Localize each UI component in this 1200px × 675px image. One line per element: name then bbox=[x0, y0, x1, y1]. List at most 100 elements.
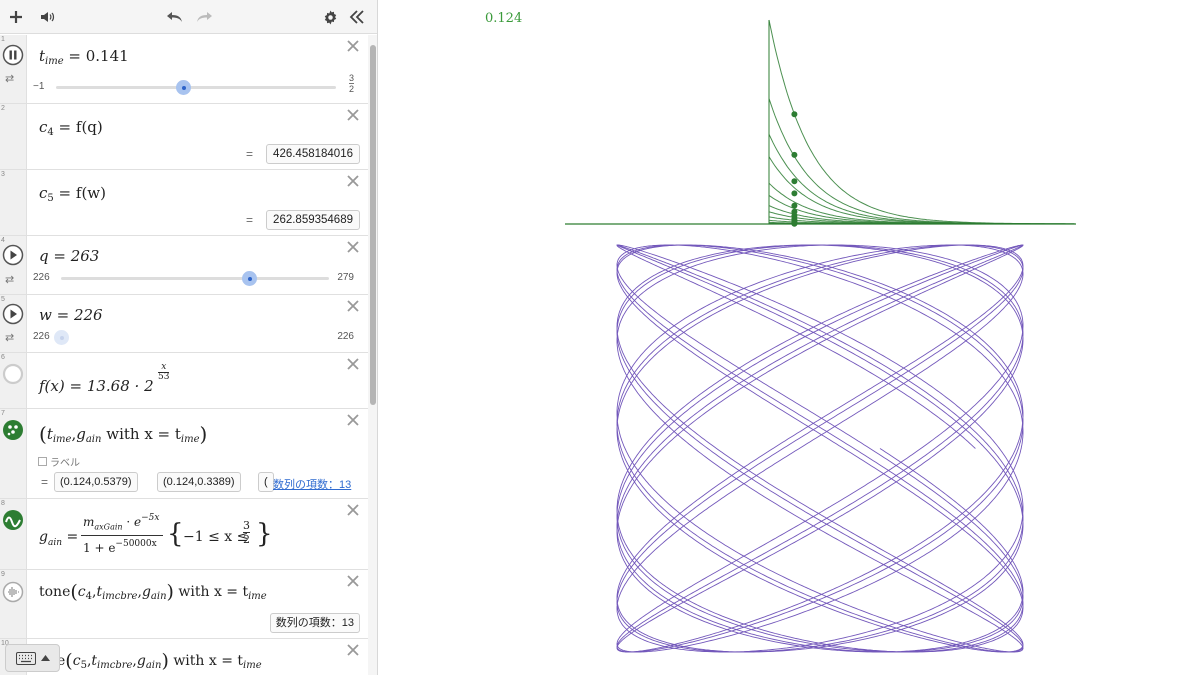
plus-icon[interactable] bbox=[6, 4, 26, 30]
slider-track[interactable] bbox=[61, 277, 329, 280]
close-icon[interactable] bbox=[346, 299, 360, 313]
play-icon[interactable] bbox=[2, 303, 24, 325]
exponent-numerator: x bbox=[161, 362, 167, 372]
expression-row[interactable]: 1 ⇄ time = 0.141 −1 3 2 bbox=[0, 35, 368, 104]
close-icon[interactable] bbox=[346, 413, 360, 427]
variable-subscript: ime bbox=[45, 56, 64, 67]
loop-icon[interactable]: ⇄ bbox=[5, 273, 15, 286]
hidden-graph-icon[interactable] bbox=[2, 363, 24, 385]
sequence-count-badge: 数列の項数：13 bbox=[269, 613, 360, 633]
expression-math[interactable]: w = 226 bbox=[39, 306, 103, 324]
sequence-count-link[interactable]: 数列の項数：13 bbox=[273, 479, 352, 491]
computed-value: 262.859354689 bbox=[266, 210, 360, 230]
expression-row[interactable]: 3 c5 = f(w) = 262.859354689 bbox=[0, 170, 368, 236]
close-icon[interactable] bbox=[346, 174, 360, 188]
expression-number: 10 bbox=[1, 640, 9, 647]
variable-name: t bbox=[39, 47, 46, 65]
keyboard-icon bbox=[15, 651, 36, 665]
close-icon[interactable] bbox=[346, 643, 360, 657]
expression-math[interactable]: tone(c4,timcbre,gain) with x = time bbox=[39, 581, 267, 603]
expression-math[interactable]: c5 = f(w) bbox=[39, 184, 106, 204]
variable-subscript: 4 bbox=[47, 127, 54, 138]
expression-row[interactable]: 5 ⇄ w = 226 226 226 bbox=[0, 295, 368, 353]
slider-thumb[interactable] bbox=[242, 271, 257, 286]
expression-row[interactable]: 10 e(c5,timcbre,gain) with x = time bbox=[0, 639, 368, 675]
slider-track[interactable] bbox=[56, 86, 336, 89]
expression-math[interactable]: (time,gain with x = time) bbox=[39, 422, 208, 446]
slider-thumb[interactable] bbox=[54, 330, 69, 345]
play-icon[interactable] bbox=[2, 244, 24, 266]
expression-row[interactable]: 6 f(x) = 13.68 · 2 x 53 bbox=[0, 353, 368, 409]
paren-close: ) bbox=[166, 581, 174, 603]
pause-icon[interactable] bbox=[2, 44, 24, 66]
points-style-icon[interactable] bbox=[2, 419, 24, 441]
slider-max: 279 bbox=[337, 272, 354, 283]
exponent-denominator: 53 bbox=[158, 372, 170, 382]
exponent-fraction: x 53 bbox=[158, 362, 170, 382]
undo-icon[interactable] bbox=[164, 4, 186, 30]
close-icon[interactable] bbox=[346, 108, 360, 122]
collapse-icon[interactable] bbox=[346, 4, 368, 30]
fraction-numerator-3: 3 bbox=[243, 519, 250, 532]
close-icon[interactable] bbox=[346, 357, 360, 371]
expression-math[interactable]: q = 263 bbox=[39, 247, 99, 265]
numerator-exp: −5x bbox=[141, 513, 160, 523]
close-icon[interactable] bbox=[346, 574, 360, 588]
expression-gutter: 8 bbox=[0, 499, 27, 569]
q-slider[interactable]: 226 279 bbox=[28, 268, 368, 288]
graph-canvas[interactable]: 0.124 bbox=[379, 0, 1200, 675]
expression-math[interactable]: time = 0.141 bbox=[39, 47, 129, 67]
loop-icon[interactable]: ⇄ bbox=[5, 72, 15, 85]
subscript-ain: ain bbox=[145, 660, 162, 671]
scrollbar-thumb[interactable] bbox=[370, 45, 376, 405]
expression-row[interactable]: 9 tone(c4,timcbre,gain) with x = time 数列… bbox=[0, 570, 368, 639]
label-checkbox[interactable]: ラベル bbox=[38, 454, 80, 469]
expression-row[interactable]: 2 c4 = f(q) = 426.458184016 bbox=[0, 104, 368, 170]
scrollbar[interactable] bbox=[368, 35, 377, 675]
expression-math[interactable]: f(x) = 13.68 · 2 x 53 bbox=[39, 363, 170, 395]
close-icon[interactable] bbox=[346, 240, 360, 254]
loop-icon[interactable]: ⇄ bbox=[5, 331, 15, 344]
expression-row[interactable]: 7 (time,gain with x = time) ラベル = (0.124… bbox=[0, 409, 368, 499]
checkbox-box[interactable] bbox=[38, 457, 47, 466]
close-icon[interactable] bbox=[346, 39, 360, 53]
expression-number: 8 bbox=[1, 500, 5, 507]
point-value-chip: (0.124,0.5379) bbox=[54, 472, 138, 492]
expression-gutter: 1 ⇄ bbox=[0, 35, 27, 103]
redo-icon[interactable] bbox=[193, 4, 215, 30]
slider-min: 226 bbox=[33, 272, 50, 283]
expression-value: = 0.141 bbox=[63, 47, 129, 65]
expression-math[interactable]: gain = maxGain · e−5x 1 + e−50000x { −1 … bbox=[39, 507, 359, 563]
fraction-denominator-2: 2 bbox=[243, 532, 250, 546]
computed-value: 426.458184016 bbox=[266, 144, 360, 164]
fraction-denominator: 1 + e−50000x bbox=[83, 539, 157, 555]
sound-wave-icon[interactable] bbox=[2, 581, 24, 603]
slider-min: 226 bbox=[33, 331, 50, 342]
expression-row[interactable]: 8 gain = maxGain · e−5x 1 + e−50000x { −… bbox=[0, 499, 368, 570]
slider-min: −1 bbox=[33, 81, 45, 92]
time-slider[interactable]: −1 3 2 bbox=[28, 74, 368, 97]
gain-curve-1 bbox=[768, 19, 1075, 225]
gain-point-2 bbox=[791, 151, 798, 158]
w-slider[interactable]: 226 226 bbox=[28, 327, 368, 347]
time-readout: 0.124 bbox=[485, 11, 523, 26]
brace-close: } bbox=[256, 519, 273, 549]
gain-curve-4 bbox=[768, 156, 1075, 225]
graph-svg bbox=[565, 19, 1076, 653]
fraction-numerator: maxGain · e−5x bbox=[83, 513, 160, 532]
keyboard-toggle-button[interactable] bbox=[5, 644, 60, 672]
expression-math[interactable]: c4 = f(q) bbox=[39, 118, 103, 138]
expression-row[interactable]: 4 ⇄ q = 263 226 279 bbox=[0, 236, 368, 295]
close-icon[interactable] bbox=[346, 503, 360, 517]
curve-style-icon[interactable] bbox=[2, 509, 24, 531]
expression-value: q = 263 bbox=[39, 247, 100, 265]
expression-math[interactable]: e(c5,timcbre,gain) with x = time bbox=[57, 650, 262, 672]
gain-point-3 bbox=[791, 178, 798, 185]
slider-max-denominator: 2 bbox=[348, 83, 354, 94]
equals-sign: = bbox=[246, 147, 254, 161]
restriction-fraction: 3 2 bbox=[243, 519, 250, 546]
domain-restriction: −1 ≤ x ≤ bbox=[183, 529, 249, 545]
slider-thumb[interactable] bbox=[176, 80, 191, 95]
gear-icon[interactable] bbox=[320, 4, 340, 30]
speaker-icon[interactable] bbox=[38, 4, 58, 30]
